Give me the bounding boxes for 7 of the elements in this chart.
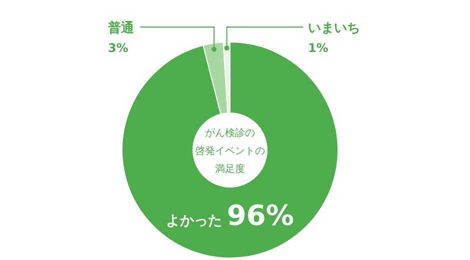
slice-label: よかった [166,213,227,229]
data-label: 96% [226,199,294,232]
slice-label: いまいち [308,21,360,36]
data-label: 1% [308,41,328,55]
slice-label: 普通 [107,20,135,36]
text: がん検診の啓発イベントの満足度 [195,127,265,175]
data-label: 3% [108,41,128,55]
